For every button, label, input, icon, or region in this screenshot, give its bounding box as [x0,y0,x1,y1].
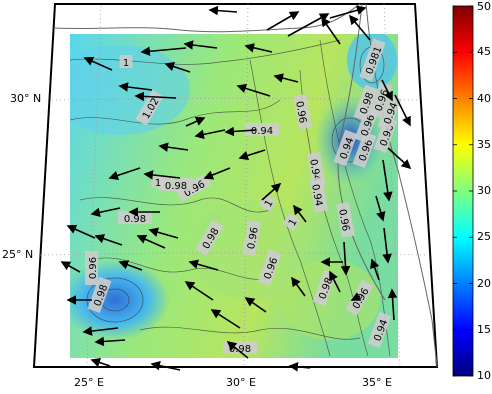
svg-text:0.98: 0.98 [124,214,146,225]
wind-vector [273,73,299,83]
wind-vector [183,40,218,50]
colorbar-tick-label: 15 [477,322,491,336]
colorbar-tick-label: 20 [477,276,491,290]
svg-text:0.98: 0.98 [229,344,251,355]
wind-vector [184,281,214,301]
wind-vector [244,297,267,313]
wind-vector [158,142,189,152]
wind-vector [148,227,179,239]
wind-vector [203,167,231,180]
wind-vector [188,259,219,271]
wind-vector [340,241,351,276]
wind-vector [66,224,96,239]
wind-vector [375,195,386,222]
wind-vector [329,270,341,293]
colorbar-tick-label: 45 [477,45,491,59]
contour-label: 0.94 [309,177,328,213]
wind-vector [238,149,266,161]
svg-text:0.96: 0.96 [293,100,308,124]
colorbar-tick-label: 40 [477,91,491,105]
wind-vectors [60,5,412,372]
contour-label: 0.98 [159,178,193,192]
contour-label: 0.96 [242,220,261,256]
wind-vector [382,159,393,202]
contour-label: 0.96 [293,94,312,130]
contour-label: 0.94 [245,123,279,137]
contour-label: 0.96 [336,202,355,238]
wind-vector [90,207,121,218]
wind-vector [82,326,119,336]
lat-label-30: 30° N [10,92,42,105]
wind-vector [329,5,367,19]
wind-vector [108,167,141,181]
svg-text:1: 1 [123,58,129,69]
svg-text:1: 1 [287,217,300,228]
contour-label: 1 [119,55,133,69]
svg-text:0.94: 0.94 [251,126,273,137]
wind-vector [194,129,226,140]
colorbar-tick-label: 50 [477,0,491,13]
wind-vector [350,292,362,301]
wind-vector [60,261,81,273]
colorbar-ticks [453,5,473,377]
svg-text:1: 1 [263,198,276,209]
wind-vector [90,357,111,368]
wind-vector [150,360,181,371]
wind-vector [244,43,273,53]
colorbar-tick-label: 10 [477,369,491,382]
wind-vector [387,147,412,170]
wind-vector [140,46,187,57]
svg-text:0.94: 0.94 [309,183,324,207]
contour-label: 1 [151,175,165,189]
lat-label-25: 25° N [2,248,34,261]
wind-vector [94,336,126,347]
wind-vector [288,362,311,372]
wind-vector [143,170,181,180]
wind-vector [185,116,206,127]
svg-text:0.96: 0.96 [88,257,99,279]
svg-text:0.98: 0.98 [165,181,187,192]
wind-vector [208,5,238,16]
svg-text:0.96: 0.96 [246,226,261,250]
wind-vector [387,288,398,321]
wind-vector [261,182,282,201]
lon-label-30: 30° E [226,376,256,389]
wind-vector [382,227,392,264]
wind-vector [293,204,307,223]
wind-vector [83,56,113,71]
colorbar-tick-label: 30 [477,184,491,197]
svg-text:0.94: 0.94 [307,158,322,182]
wind-vector [381,79,393,102]
svg-text:0.96: 0.96 [336,208,351,232]
wind-vector [118,82,153,92]
svg-text:1: 1 [155,178,161,189]
colorbar-tick-label: 25 [477,230,491,244]
colorbar-tick-label: 35 [477,137,491,151]
lon-label-35: 35° E [362,376,392,389]
wind-vector [394,94,411,127]
contour-labels: 11.020.940.960.940.940.960.980.98 0.96110… [85,38,402,355]
wind-vector [226,341,249,359]
wind-vector [134,91,177,102]
lon-label-25: 25° E [74,376,104,389]
contour-label: 1 [282,212,301,231]
contour-label: 0.98 [118,211,152,225]
wind-vector [266,11,300,31]
wind-vector [236,83,271,97]
wind-vector [321,16,341,45]
wind-vector [136,234,166,249]
wind-vector [224,126,257,137]
contour-label: 0.96 [85,251,99,285]
wind-vector [210,309,241,329]
wind-vector [348,14,371,41]
wind-vector [94,234,123,246]
wind-vector [118,260,143,271]
wind-vector [370,258,380,281]
wind-vector [164,61,191,73]
wind-vector [291,276,306,297]
